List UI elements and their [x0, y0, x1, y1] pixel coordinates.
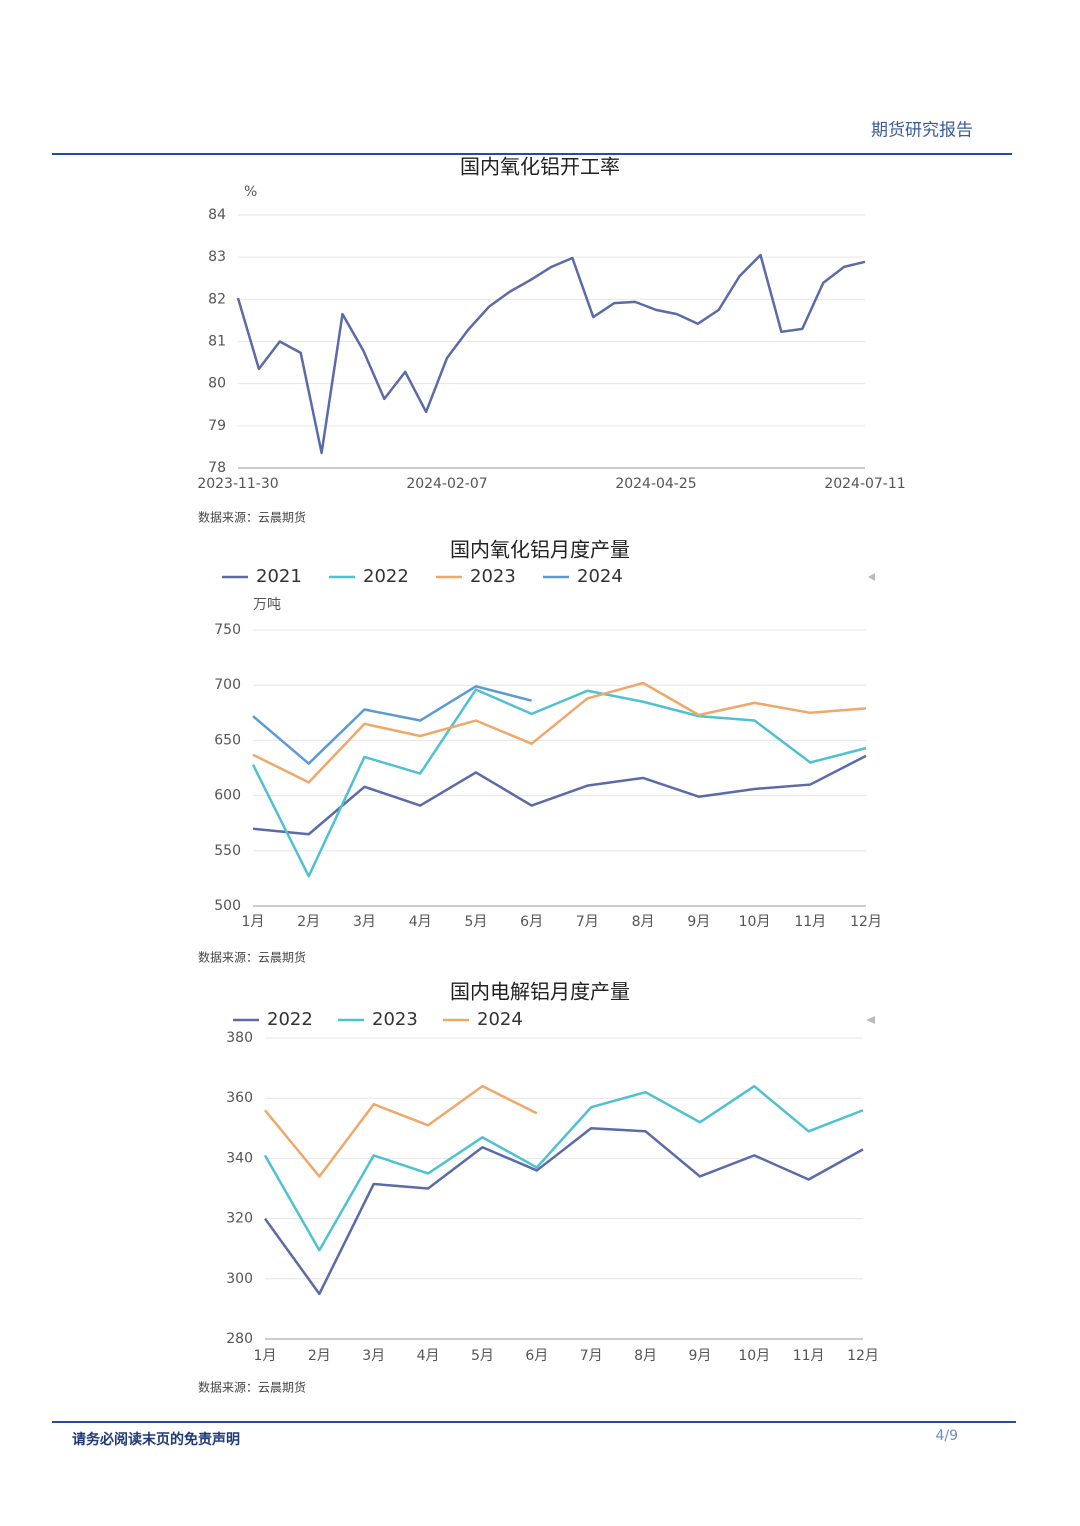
- data-line: [263, 1127, 864, 1296]
- data-line: [263, 1084, 864, 1252]
- x-tick-label: 1月: [242, 914, 265, 930]
- x-tick-label: 4月: [409, 914, 432, 930]
- source: 数据来源：云晨期货: [198, 510, 306, 525]
- source: 数据来源：云晨期货: [198, 950, 306, 965]
- y-tick-label: 79: [208, 418, 226, 434]
- x-tick-label: 2月: [308, 1348, 331, 1364]
- y-tick-label: 83: [208, 249, 226, 265]
- legend-label: 2021: [256, 566, 302, 587]
- header-title: 期货研究报告: [871, 121, 973, 141]
- legend-band: [203, 565, 856, 587]
- data-line: [236, 253, 866, 455]
- x-tick-label: 3月: [353, 914, 376, 930]
- y-tick-label: 650: [214, 732, 241, 748]
- x-tick-label: 4月: [417, 1348, 440, 1364]
- chart-title: 国内电解铝月度产量: [450, 980, 630, 1004]
- x-tick-label: 11月: [793, 1348, 825, 1364]
- x-tick-label: 2月: [297, 914, 320, 930]
- data-line: [252, 754, 867, 836]
- y-tick-label: 550: [214, 843, 241, 859]
- x-tick-label: 12月: [850, 914, 882, 930]
- legend-label: 2023: [372, 1009, 418, 1030]
- y-tick-label: 78: [208, 460, 226, 476]
- x-tick-label: 7月: [576, 914, 599, 930]
- y-tick-label: 320: [226, 1211, 253, 1227]
- legend-label: 2023: [470, 566, 516, 587]
- y-tick-label: 84: [208, 207, 226, 223]
- y-tick-label: 500: [214, 898, 241, 914]
- y-tick-label: 82: [208, 291, 226, 307]
- y-tick-label: 81: [208, 334, 226, 350]
- x-tick-label: 5月: [471, 1348, 494, 1364]
- legend-label: 2024: [477, 1009, 523, 1030]
- x-tick-label: 7月: [580, 1348, 603, 1364]
- y-tick-label: 700: [214, 677, 241, 693]
- x-tick-label: 10月: [738, 1348, 770, 1364]
- x-tick-label: 5月: [464, 914, 487, 930]
- x-tick-label: 3月: [362, 1348, 385, 1364]
- x-tick-label: 2024-02-07: [406, 476, 487, 492]
- x-tick-label: 10月: [739, 914, 771, 930]
- legend-label: 2024: [577, 566, 623, 587]
- chart-title: 国内氧化铝开工率: [460, 155, 620, 179]
- legend-label: 2022: [267, 1009, 313, 1030]
- page-number: 4/9: [935, 1428, 958, 1444]
- y-unit: 万吨: [253, 597, 281, 613]
- y-tick-label: 300: [226, 1271, 253, 1287]
- y-tick-label: 750: [214, 622, 241, 638]
- x-tick-label: 6月: [525, 1348, 548, 1364]
- data-line: [252, 681, 867, 784]
- y-tick-label: 600: [214, 788, 241, 804]
- disclaimer: 请务必阅读末页的免责声明: [72, 1431, 240, 1448]
- x-tick-label: 11月: [794, 914, 826, 930]
- y-tick-label: 380: [226, 1030, 253, 1046]
- x-tick-label: 2023-11-30: [197, 476, 278, 492]
- x-tick-label: 9月: [688, 1348, 711, 1364]
- x-tick-label: 12月: [847, 1348, 879, 1364]
- legend-band: [215, 1008, 853, 1030]
- y-tick-label: 80: [208, 376, 226, 392]
- data-line: [252, 685, 532, 765]
- y-tick-label: 360: [226, 1090, 253, 1106]
- legend-pager: [868, 573, 875, 581]
- data-line: [251, 688, 867, 878]
- y-tick-label: 340: [226, 1150, 253, 1166]
- x-tick-label: 9月: [687, 914, 710, 930]
- x-tick-label: 8月: [634, 1348, 657, 1364]
- x-tick-label: 2024-07-11: [824, 476, 905, 492]
- source: 数据来源：云晨期货: [198, 1380, 306, 1395]
- x-tick-label: 1月: [254, 1348, 277, 1364]
- chart-title: 国内氧化铝月度产量: [450, 538, 630, 562]
- x-tick-label: 8月: [632, 914, 655, 930]
- x-tick-label: 2024-04-25: [615, 476, 696, 492]
- x-tick-label: 6月: [520, 914, 543, 930]
- legend-pager: [866, 1016, 875, 1024]
- y-tick-label: 280: [226, 1331, 253, 1347]
- legend-label: 2022: [363, 566, 409, 587]
- data-line: [264, 1084, 538, 1178]
- y-unit: %: [244, 184, 257, 200]
